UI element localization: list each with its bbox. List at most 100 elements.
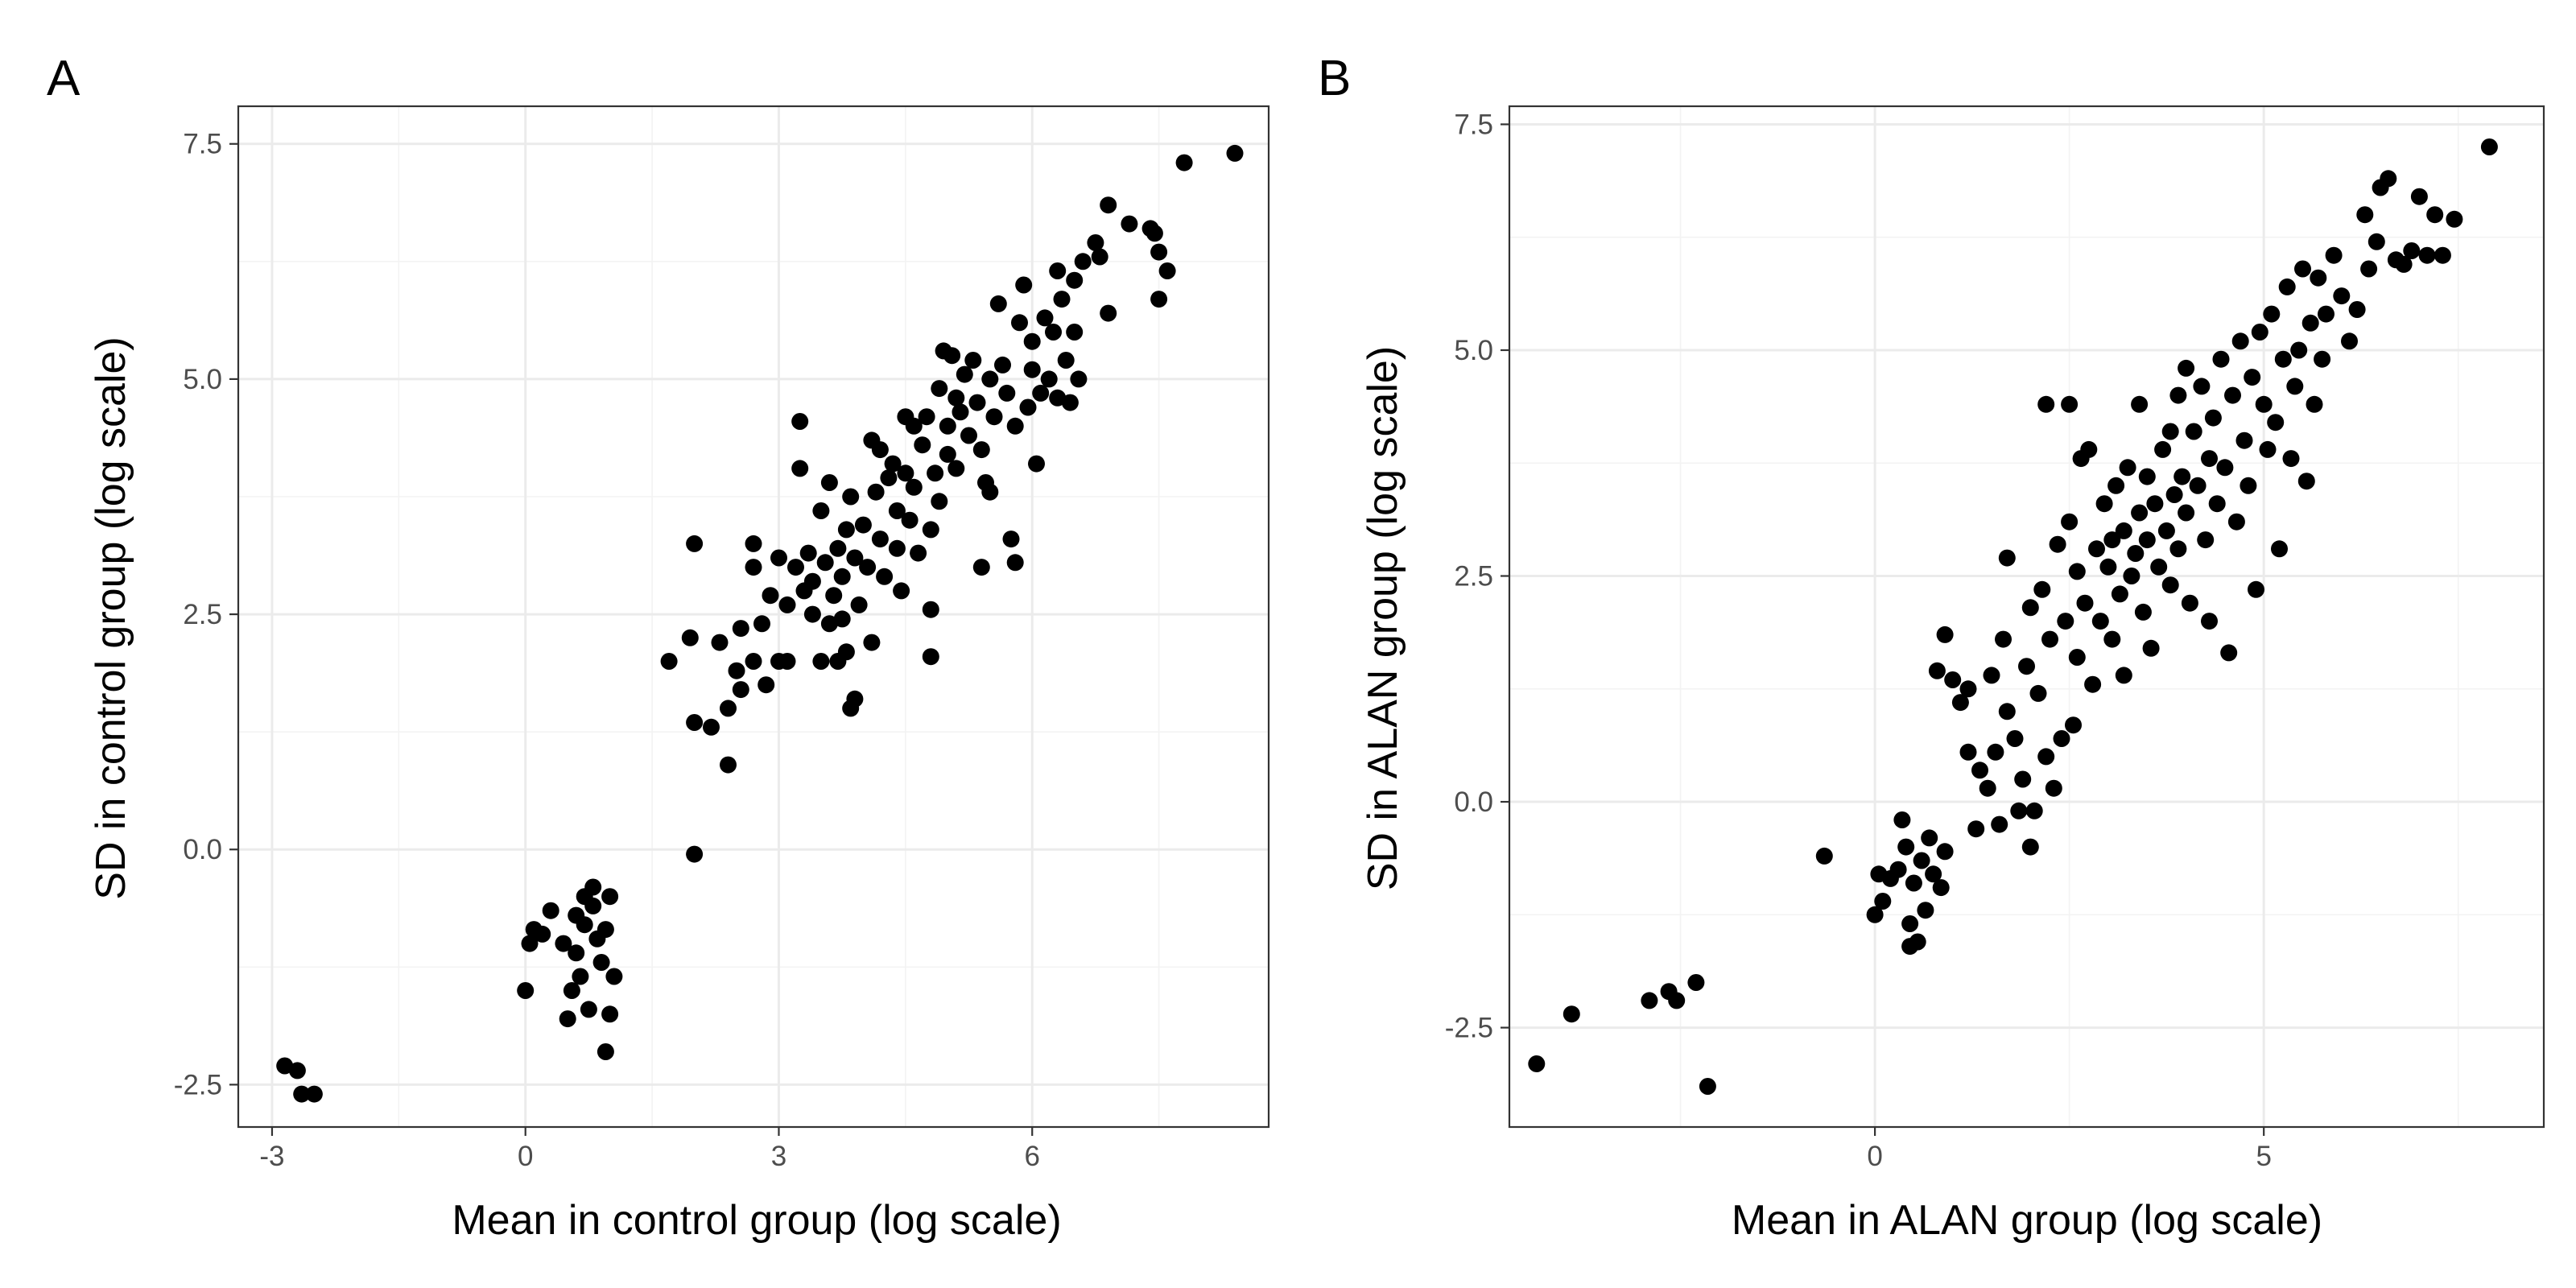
panel-b-data-point [2290, 341, 2308, 359]
panel-a-data-point [605, 968, 623, 985]
panel-a-background [238, 106, 1269, 1127]
panel-a-data-point [833, 610, 851, 628]
panel-b-data-point [2107, 477, 2125, 494]
panel-a-x-tick-label: 0 [518, 1141, 533, 1172]
panel-b-data-point [2169, 540, 2187, 558]
panel-b-data-point [2146, 495, 2164, 513]
panel-a-data-point [1006, 554, 1024, 572]
panel-b-data-point [2244, 369, 2261, 386]
panel-a-data-point [1036, 309, 1054, 327]
panel-b-data-point [2065, 716, 2082, 734]
panel-a-data-point [989, 295, 1007, 312]
panel-a-data-point [922, 601, 939, 618]
panel-a-data-point [854, 516, 872, 534]
panel-b-data-point [2014, 770, 2032, 788]
panel-a-data-point [288, 1062, 306, 1080]
panel-a-data-point [825, 587, 843, 605]
panel-b-data-point [2395, 255, 2413, 273]
panel-b-data-point [2314, 350, 2331, 368]
panel-a-data-point [1087, 234, 1104, 251]
panel-b-data-point [1909, 933, 1926, 951]
panel-a-data-point [1002, 530, 1020, 548]
panel-a-plot: -3 0 3 6 -2.5 0.0 2.5 5.0 7.5 [174, 105, 1270, 1172]
panel-b-data-point [1699, 1078, 1716, 1095]
panel-b-data-point [2103, 531, 2121, 549]
panel-b-data-point [2021, 838, 2039, 856]
panel-b-data-point [2204, 409, 2222, 427]
panel-b-data-point [1959, 680, 1977, 698]
panel-b-y-tick-label: 2.5 [1454, 561, 1493, 592]
panel-b-data-point [2231, 332, 2249, 350]
panel-b-data-point [2318, 305, 2334, 323]
panel-b-data-point [2301, 314, 2319, 332]
panel-a-data-point [1032, 384, 1050, 402]
panel-b-data-point [2360, 260, 2378, 278]
panel-b-data-point [1901, 915, 1919, 932]
panel-a-data-point [829, 539, 847, 557]
panel-b-data-point [2174, 468, 2191, 485]
panel-a-data-point [601, 1005, 619, 1023]
panel-a-y-tick-label: 2.5 [183, 599, 222, 630]
panel-a-data-point [939, 445, 956, 463]
panel-b-data-point [2045, 779, 2062, 797]
panel-a-data-point [927, 464, 944, 482]
panel-b-data-point [2259, 440, 2277, 458]
panel-b-data-point [2127, 545, 2145, 562]
panel-a-data-point [597, 921, 614, 939]
panel-b-data-point [2356, 206, 2374, 224]
panel-a-data-point [1066, 271, 1084, 289]
panel-b-data-point [1998, 703, 2016, 720]
panel-a-x-axis-title: Mean in control group (log scale) [452, 1197, 1061, 1244]
panel-b-x-axis-title: Mean in ALAN group (log scale) [1732, 1197, 2322, 1244]
panel-b-data-point [1967, 820, 1985, 838]
panel-a-data-point [791, 413, 809, 430]
panel-a-data-point [791, 460, 809, 477]
panel-b-data-point [2115, 522, 2132, 539]
panel-a-data-point [753, 615, 770, 633]
panel-b-data-point [2240, 477, 2257, 494]
panel-b-data-point [2165, 486, 2183, 503]
panel-a-data-point [572, 968, 589, 985]
panel-b-data-point [2161, 423, 2179, 440]
panel-b-data-point [1921, 829, 1938, 847]
panel-b-data-point [2235, 431, 2253, 449]
panel-b-plot: 0 5 -2.5 0.0 2.5 5.0 7.5 [1445, 105, 2545, 1172]
panel-b-data-point [1991, 815, 2008, 833]
panel-a-data-point [293, 1085, 311, 1103]
panel-a-data-point [880, 469, 898, 487]
panel-b-data-point [2216, 459, 2234, 477]
panel-b-data-point [2193, 378, 2211, 395]
panel-b-data-point [2021, 599, 2039, 617]
panel-a-data-point [914, 436, 931, 454]
panel-a-data-point [758, 676, 775, 694]
panel-b-data-point [1874, 893, 1892, 910]
panel-b-data-point [1905, 874, 1922, 892]
panel-a-data-point [871, 530, 889, 548]
panel-a-data-point [833, 568, 851, 585]
panel-a-data-point [820, 615, 838, 633]
panel-b-data-point [2434, 246, 2451, 264]
panel-a-data-point [1074, 253, 1092, 270]
panel-a-data-point [762, 587, 779, 605]
panel-a-data-point [981, 483, 999, 501]
panel-b-data-point [2310, 269, 2327, 287]
panel-a-data-point [905, 478, 923, 496]
panel-a-data-point [1023, 361, 1041, 378]
panel-b-data-point [2306, 395, 2323, 413]
panel-b-data-point [2134, 603, 2152, 621]
panel-b-data-point [2212, 350, 2230, 368]
panel-a-data-point [770, 549, 787, 567]
panel-b-data-point [2185, 423, 2202, 440]
panel-a-data-point [686, 845, 704, 863]
panel-b-data-point [2115, 667, 2132, 684]
panel-b-data-point [1944, 671, 1962, 688]
panel-a-data-point [947, 460, 965, 477]
panel-a-data-point [732, 681, 749, 699]
panel-b-data-point [2248, 580, 2264, 598]
panel-b-x-tick-label: 0 [1867, 1141, 1882, 1172]
panel-b-data-point [2480, 138, 2498, 155]
panel-a-data-point [745, 653, 762, 670]
panel-b-data-point [2325, 246, 2343, 264]
panel-a-data-point [728, 662, 745, 679]
panel-a-data-point [918, 408, 935, 426]
